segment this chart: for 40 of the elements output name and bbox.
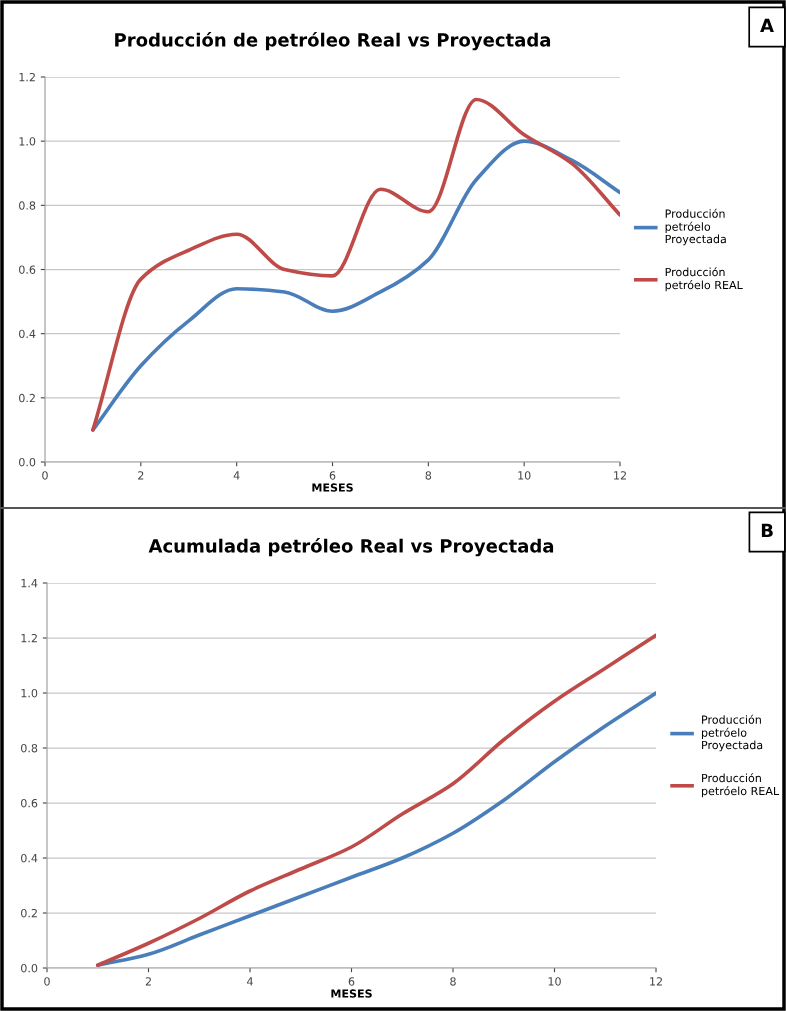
x-tick-label: 2 <box>145 977 151 986</box>
x-tick-label: 0 <box>42 471 48 480</box>
y-tick-label: 0.2 <box>21 908 37 918</box>
y-tick-label: 0.6 <box>19 265 36 274</box>
x-axis-title: MESES <box>331 989 372 998</box>
y-tick-label: 0.4 <box>21 853 38 863</box>
chart-title: Producción de petróleo Real vs Proyectada <box>115 32 551 51</box>
legend-label: Producción petróelo Proyectada <box>665 208 726 246</box>
y-tick-label: 0.8 <box>21 743 38 753</box>
x-tick-label: 6 <box>329 471 336 480</box>
y-tick-label: 0.6 <box>21 798 38 808</box>
x-tick-label: 12 <box>614 471 626 480</box>
y-tick-label: 1.2 <box>21 633 37 643</box>
y-tick-label: 1.2 <box>19 72 35 82</box>
x-tick-label: 8 <box>450 977 456 986</box>
line-series <box>95 633 656 968</box>
y-tick-label: 1.0 <box>21 688 38 698</box>
x-tick-label: 6 <box>348 977 355 986</box>
y-tick-label: 1.4 <box>21 579 38 588</box>
x-tick-label: 8 <box>425 471 432 480</box>
y-tick-label: 0.0 <box>19 457 36 467</box>
legend-label: Producción petróelo REAL <box>701 773 780 798</box>
y-tick-label: 0.0 <box>21 963 38 973</box>
x-tick-label: 0 <box>44 977 50 986</box>
text: B <box>761 523 773 537</box>
chart-title: Acumulada petróleo Real vs Proyectada <box>148 538 554 557</box>
x-tick-label: 4 <box>233 471 240 480</box>
x-tick-label: 12 <box>650 977 662 986</box>
x-tick-label: 10 <box>548 977 561 986</box>
y-tick-label: 0.4 <box>19 329 36 339</box>
text: A <box>760 18 774 32</box>
y-tick-label: 0.8 <box>19 201 36 210</box>
x-tick-label: 2 <box>138 471 144 480</box>
x-axis-title: MESES <box>312 483 353 492</box>
x-tick-label: 4 <box>247 977 253 986</box>
x-tick-label: 10 <box>518 471 531 480</box>
y-tick-label: 0.2 <box>19 393 35 403</box>
legend-label: Producción petróelo Proyectada <box>701 714 763 752</box>
legend-label: Producción petróelo REAL <box>665 267 743 292</box>
y-tick-label: 1.0 <box>19 137 36 146</box>
